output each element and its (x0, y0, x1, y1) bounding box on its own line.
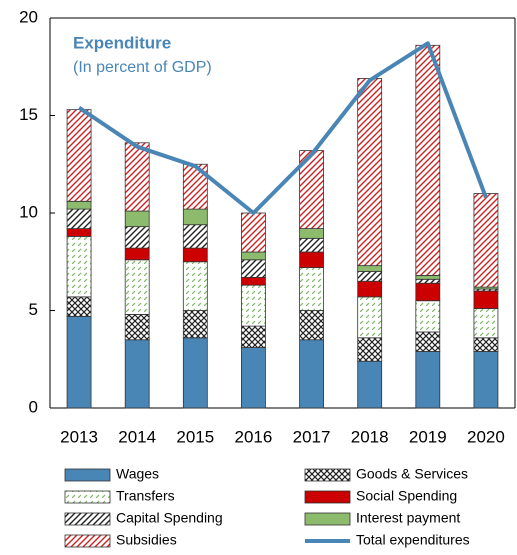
bar-segment (124, 339, 150, 409)
bar-segment (66, 109, 92, 202)
legend-swatch (304, 468, 351, 482)
y-tick-label: 15 (19, 105, 38, 124)
bar-segment (415, 44, 441, 276)
bar-segment (415, 331, 441, 352)
x-tick-label: 2019 (409, 427, 447, 446)
bar-segment (299, 251, 324, 269)
bar-segment (357, 78, 383, 267)
x-tick-label: 2017 (293, 427, 331, 446)
y-tick-label: 0 (29, 397, 38, 416)
x-tick-label: 2020 (467, 427, 505, 446)
legend-swatch (64, 468, 111, 482)
bar-segment (124, 247, 150, 261)
legend-label: Subsidies (116, 532, 177, 548)
legend-label: Capital Spending (116, 510, 223, 526)
bar-segment (299, 228, 324, 239)
bar-segment (357, 271, 383, 282)
legend-label: Social Spending (356, 488, 457, 504)
bar-segment (241, 259, 266, 278)
bar-segment (299, 267, 324, 311)
bar-segment (182, 337, 208, 409)
legend-label: Wages (116, 466, 159, 482)
bar-segment (357, 280, 383, 298)
legend-label: Goods & Services (356, 466, 468, 482)
bar-segment (124, 210, 150, 228)
bar-segment (241, 212, 266, 253)
bar-segment (66, 200, 92, 210)
bar-segment (473, 193, 499, 288)
bar-segment (415, 278, 441, 284)
bar-segment (66, 315, 92, 409)
legend-swatch (304, 490, 351, 504)
x-tick-label: 2018 (351, 427, 389, 446)
bar-segment (357, 296, 383, 339)
bar-segment (241, 284, 266, 327)
bar-segment (415, 282, 441, 302)
bar-segment (299, 339, 324, 409)
bar-segment (66, 235, 92, 298)
bar-segment (415, 274, 441, 280)
y-tick-label: 20 (19, 7, 38, 26)
x-tick-label: 2015 (176, 427, 214, 446)
bar-segment (66, 208, 92, 230)
bar-segment (124, 142, 150, 212)
bar-segment (124, 259, 150, 315)
bar-segment (357, 265, 383, 272)
bar-segment (241, 347, 266, 409)
bar-segment (182, 224, 208, 249)
bar-segment (415, 300, 441, 333)
chart-subtitle: (In percent of GDP) (73, 59, 212, 76)
bar-segment (182, 208, 208, 226)
bar-segment (66, 228, 92, 237)
bar-segment (124, 226, 150, 249)
bar-segment (299, 310, 324, 341)
y-tick-label: 5 (29, 300, 38, 319)
legend-swatch (304, 512, 351, 526)
y-tick-label: 10 (19, 202, 38, 221)
chart-title: Expenditure (73, 33, 171, 52)
bar-segment (182, 261, 208, 311)
bar-segment (241, 276, 266, 286)
legend-label: Transfers (116, 488, 175, 504)
bar-segment (299, 237, 324, 253)
bar-segment (415, 351, 441, 409)
bar-segment (357, 360, 383, 409)
bar-segment (473, 308, 499, 339)
legend-swatch (64, 534, 111, 548)
legend-swatch (64, 490, 111, 504)
bar-segment (241, 325, 266, 348)
bar-segment (241, 251, 266, 261)
bar-segment (357, 337, 383, 362)
bar-segment (66, 296, 92, 317)
legend-label: Total expenditures (356, 532, 470, 548)
legend-swatch (64, 512, 111, 526)
bar-segment (182, 310, 208, 339)
bar-segment (473, 290, 499, 309)
bar-segment (124, 313, 150, 341)
x-tick-label: 2013 (60, 427, 98, 446)
total-line (77, 41, 488, 215)
bar-segment (473, 337, 499, 352)
x-tick-label: 2014 (118, 427, 156, 446)
bar-segment (473, 351, 499, 409)
legend-label: Interest payment (356, 510, 460, 526)
x-tick-label: 2016 (235, 427, 273, 446)
bar-segment (182, 247, 208, 263)
